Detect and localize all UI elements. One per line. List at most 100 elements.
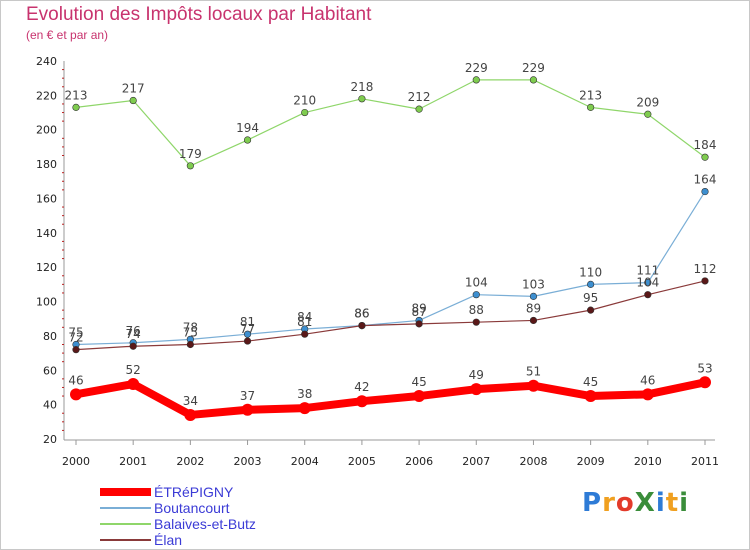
data-point-elan <box>415 320 423 328</box>
data-point-balaives-et-butz <box>472 76 480 84</box>
data-label-boutancourt: 78 <box>183 320 198 334</box>
data-point-etrepigny <box>355 395 368 408</box>
y-minor-tick <box>62 215 64 217</box>
data-point-balaives-et-butz <box>301 108 309 117</box>
data-label-etrepigny: 42 <box>354 380 369 394</box>
data-label-boutancourt: 111 <box>636 264 659 278</box>
y-minor-tick <box>62 112 64 114</box>
chart-title: Evolution des Impôts locaux par Habitant <box>26 4 372 25</box>
data-point-elan <box>186 340 194 349</box>
y-tick-label: 160 <box>36 192 57 205</box>
y-tick-label: 200 <box>36 124 57 137</box>
data-label-boutancourt: 76 <box>126 324 141 338</box>
data-label-balaives-et-butz: 213 <box>579 88 602 102</box>
logo-letter: i <box>655 488 666 518</box>
data-label-etrepigny: 45 <box>583 375 598 389</box>
data-point-etrepigny <box>413 390 426 403</box>
data-point-etrepigny <box>127 378 140 391</box>
y-minor-tick <box>62 240 64 242</box>
y-minor-tick <box>62 120 64 122</box>
y-tick-label: 60 <box>43 364 57 377</box>
data-label-etrepigny: 51 <box>526 365 541 379</box>
data-point-elan <box>358 322 366 330</box>
data-label-boutancourt: 110 <box>579 265 602 279</box>
data-point-elan <box>129 342 137 350</box>
data-label-etrepigny: 38 <box>297 387 312 401</box>
series-line-boutancourt <box>75 190 706 346</box>
data-point-balaives-et-butz <box>358 95 366 103</box>
y-minor-tick <box>62 223 64 225</box>
data-point-balaives-et-butz <box>243 136 252 144</box>
data-label-boutancourt: 104 <box>465 276 488 290</box>
logo-letter: i <box>679 488 690 518</box>
data-label-elan: 81 <box>297 315 312 329</box>
x-tick-label: 2010 <box>634 455 662 468</box>
x-tick-label: 2007 <box>462 455 490 468</box>
y-minor-tick <box>62 86 64 88</box>
y-tick-label: 100 <box>36 296 57 309</box>
y-tick-label: 80 <box>43 330 57 343</box>
data-label-boutancourt: 164 <box>694 173 717 187</box>
data-label-elan: 86 <box>354 307 369 321</box>
y-minor-tick <box>62 172 64 174</box>
data-label-elan: 104 <box>636 276 659 290</box>
series-line-etrepigny <box>72 378 709 419</box>
data-label-boutancourt: 75 <box>68 326 83 340</box>
y-minor-tick <box>62 258 64 260</box>
data-label-elan: 112 <box>694 262 717 276</box>
data-label-balaives-et-butz: 212 <box>408 90 431 104</box>
series-line-elan <box>75 280 706 351</box>
data-label-etrepigny: 45 <box>411 375 426 389</box>
y-minor-tick <box>62 309 64 311</box>
data-point-etrepigny <box>699 376 711 389</box>
data-point-etrepigny <box>184 408 197 421</box>
y-tick-label: 220 <box>36 89 57 102</box>
legend-label-elan: Élan <box>154 532 182 548</box>
data-label-balaives-et-butz: 179 <box>179 147 202 161</box>
data-point-elan <box>587 306 595 314</box>
y-minor-tick <box>62 412 64 414</box>
legend-label-balaives-et-butz: Balaives-et-Butz <box>154 516 256 532</box>
x-tick-label: 2006 <box>405 455 433 468</box>
data-label-etrepigny: 52 <box>126 363 141 377</box>
y-minor-tick <box>62 180 64 182</box>
x-tick-label: 2001 <box>119 455 147 468</box>
y-tick-label: 180 <box>36 158 57 171</box>
data-label-balaives-et-butz: 213 <box>65 88 88 102</box>
data-point-balaives-et-butz <box>587 103 595 111</box>
y-minor-tick <box>62 429 64 431</box>
data-label-etrepigny: 37 <box>240 389 255 403</box>
x-tick-label: 2005 <box>348 455 376 468</box>
data-label-balaives-et-butz: 184 <box>694 138 717 152</box>
data-label-balaives-et-butz: 229 <box>465 61 488 75</box>
x-tick-label: 2008 <box>519 455 547 468</box>
data-label-boutancourt: 89 <box>411 301 426 315</box>
y-minor-tick <box>62 326 64 328</box>
y-minor-tick <box>62 386 64 388</box>
data-point-etrepigny <box>70 388 82 401</box>
x-tick-label: 2002 <box>176 455 204 468</box>
data-label-etrepigny: 53 <box>697 361 712 375</box>
y-minor-tick <box>62 378 64 380</box>
data-point-etrepigny <box>241 403 254 416</box>
data-point-elan <box>529 316 538 325</box>
data-label-elan: 89 <box>526 301 541 315</box>
x-tick-label: 2009 <box>577 455 605 468</box>
y-minor-tick <box>62 395 64 397</box>
x-tick-label: 2000 <box>62 455 90 468</box>
data-label-boutancourt: 103 <box>522 277 545 291</box>
data-point-balaives-et-butz <box>644 110 652 118</box>
data-label-elan: 88 <box>469 303 484 317</box>
data-point-etrepigny <box>298 402 311 415</box>
data-label-balaives-et-butz: 194 <box>236 121 259 135</box>
data-label-elan: 72 <box>68 331 83 345</box>
y-minor-tick <box>62 352 64 354</box>
data-label-etrepigny: 49 <box>469 368 484 382</box>
y-minor-tick <box>62 361 64 363</box>
logo-letter: r <box>602 488 616 518</box>
data-point-etrepigny <box>527 379 540 392</box>
legend-label-etrepigny: ÉTRéPIGNY <box>154 484 234 500</box>
y-minor-tick <box>62 137 64 139</box>
